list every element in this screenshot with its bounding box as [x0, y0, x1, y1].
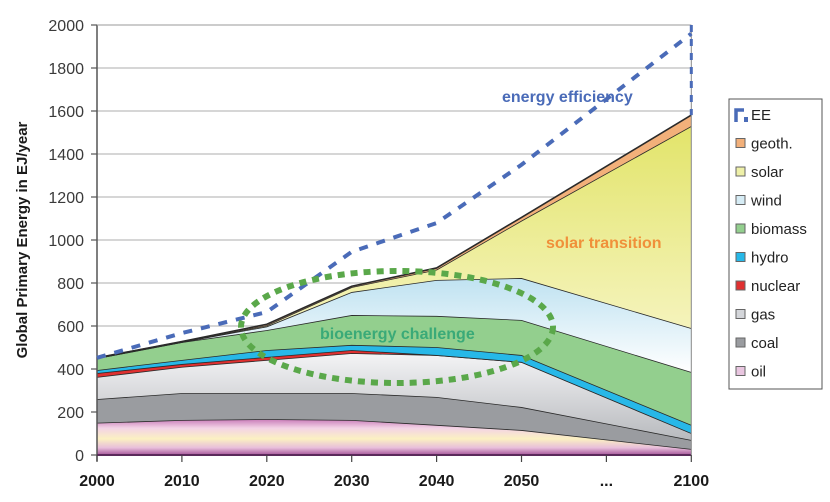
area-gas — [97, 353, 692, 440]
ee-line — [96, 32, 693, 360]
legend-swatch-coal — [735, 337, 746, 348]
y-tick-label: 400 — [57, 362, 84, 379]
y-axis-title: Global Primary Energy in EJ/year — [14, 121, 31, 358]
annotation-solar-transition: solar transition — [546, 235, 662, 252]
bioenergy-ellipse — [238, 268, 556, 386]
stacked-areas — [96, 114, 692, 455]
tick-labels: 0 200 400 600 800 1000 1200 1400 1600 1800 2000 200… — [48, 18, 709, 490]
y-tick-label: 800 — [57, 276, 84, 293]
y-tick-label: 1400 — [48, 147, 84, 164]
y-tick-label: 600 — [57, 319, 84, 336]
area-edge-geoth — [96, 114, 692, 359]
legend-swatch-gas — [735, 309, 746, 319]
legend-label-geoth: geoth. — [751, 136, 793, 153]
legend-swatch-ee-dot — [744, 117, 748, 122]
y-tick-label: 1600 — [48, 104, 84, 121]
y-tick-label: 2000 — [48, 18, 84, 35]
x-tick-label: 2020 — [249, 473, 285, 490]
x-tick-label: ... — [600, 473, 613, 490]
x-tick-label: 2050 — [504, 473, 540, 490]
x-tick-label: 2100 — [674, 473, 710, 490]
y-tick-label: 0 — [75, 448, 84, 465]
area-oil — [97, 419, 692, 455]
area-hydro — [97, 344, 692, 434]
y-tick-label: 1200 — [48, 190, 84, 207]
legend-swatch-oil — [735, 366, 746, 376]
annotation-energy-efficiency: energy efficiency — [502, 89, 633, 106]
ee-line-group — [96, 25, 693, 360]
legend-label-EE: EE — [751, 107, 771, 124]
y-tick-label: 1800 — [48, 61, 84, 78]
area-solar — [97, 126, 692, 359]
legend-label-wind: wind — [750, 193, 782, 210]
legend-swatch-ee-icon — [734, 108, 744, 122]
legend-swatch-biomass — [735, 223, 746, 234]
legend-swatch-solar — [735, 166, 746, 177]
x-tick-label: 2040 — [419, 473, 455, 490]
area-biomass — [97, 315, 692, 425]
area-coal — [97, 393, 692, 449]
legend-label-biomass: biomass — [751, 221, 807, 238]
legend-swatch-geoth — [735, 138, 746, 148]
annotation-bioenergy-challenge: bioenergy challenge — [320, 326, 475, 343]
legend-label-coal: coal — [751, 335, 779, 352]
legend-swatch-wind — [735, 195, 746, 205]
area-wind — [97, 278, 692, 373]
legend-label-hydro: hydro — [751, 250, 789, 267]
legend-swatch-hydro — [735, 252, 746, 262]
x-tick-label: 2000 — [79, 473, 115, 490]
legend-label-gas: gas — [751, 307, 775, 324]
x-tick-label: 2010 — [164, 473, 200, 490]
legend-swatch-nuclear — [735, 280, 746, 291]
x-tick-label: 2030 — [334, 473, 370, 490]
legend-label-solar: solar — [751, 164, 784, 181]
legend: EE geoth. solar wind biomass hydro nuclear gas c… — [728, 98, 823, 390]
legend-label-oil: oil — [751, 364, 766, 381]
y-tick-label: 200 — [57, 405, 84, 422]
y-tick-label: 1000 — [48, 233, 84, 250]
legend-label-nuclear: nuclear — [751, 278, 800, 295]
